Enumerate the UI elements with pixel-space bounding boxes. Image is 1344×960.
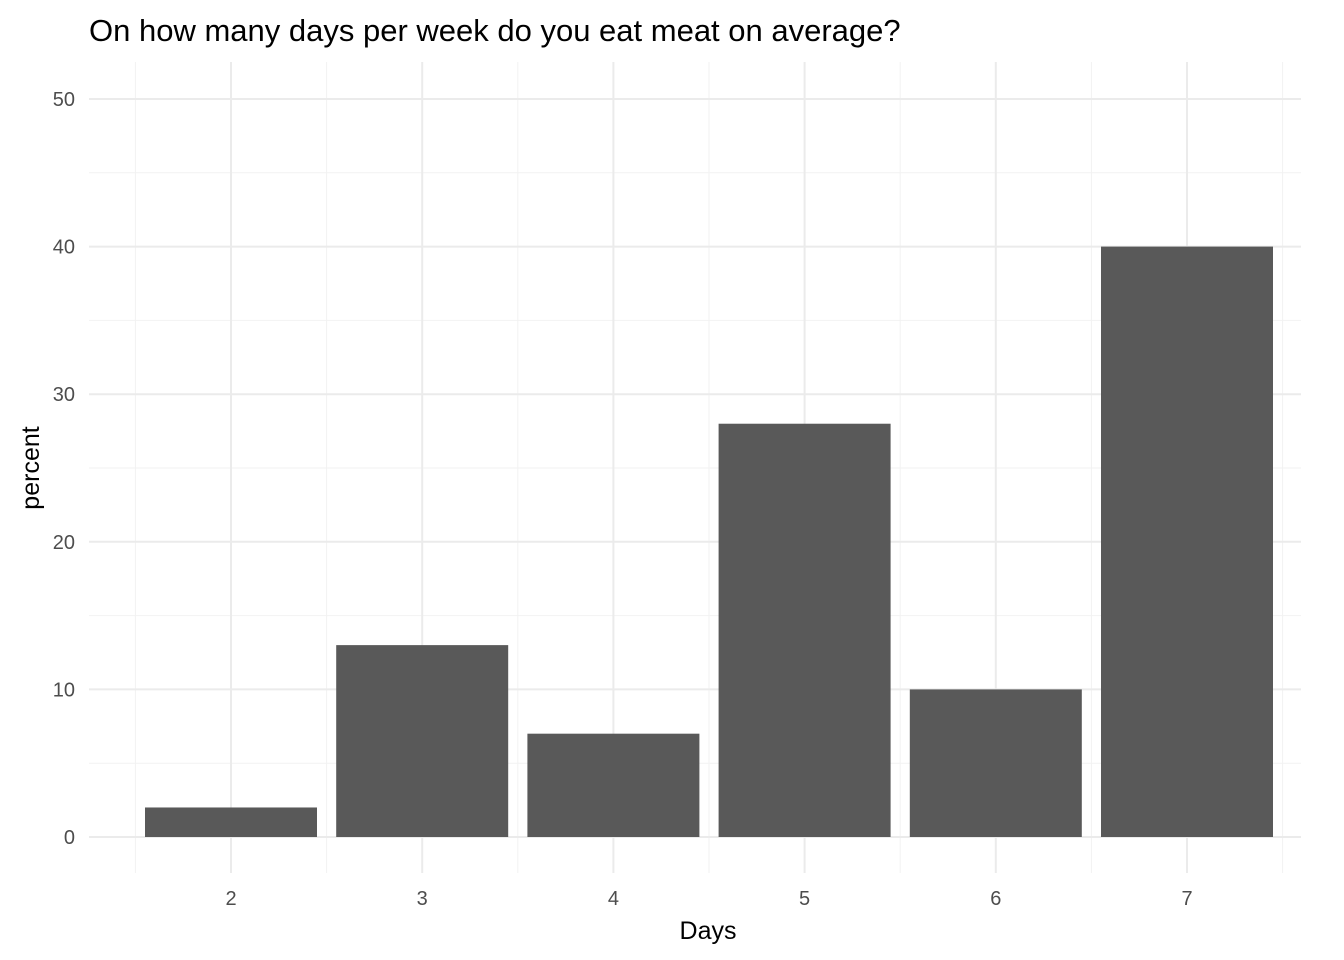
bar-6 — [909, 689, 1082, 837]
x-axis-ticks: 2 3 4 5 6 7 — [225, 888, 1192, 910]
y-axis-ticks: 0 10 20 30 40 50 — [53, 89, 75, 849]
x-tick-label: 7 — [1181, 888, 1192, 910]
y-tick-label: 20 — [53, 532, 75, 554]
y-axis-title: percent — [17, 426, 45, 509]
bar-3 — [336, 645, 509, 837]
chart-title: On how many days per week do you eat mea… — [89, 13, 901, 48]
y-tick-label: 30 — [53, 384, 75, 406]
x-tick-label: 2 — [225, 888, 236, 910]
y-tick-label: 50 — [53, 89, 75, 111]
x-tick-label: 5 — [799, 888, 810, 910]
x-tick-label: 3 — [417, 888, 428, 910]
bar-5 — [718, 423, 891, 837]
bar-4 — [527, 733, 700, 837]
x-tick-label: 6 — [990, 888, 1001, 910]
bar-2 — [145, 807, 317, 837]
y-tick-label: 10 — [53, 679, 75, 701]
y-tick-label: 0 — [64, 827, 75, 849]
bar-7 — [1101, 246, 1273, 838]
bars — [145, 246, 1273, 838]
y-tick-label: 40 — [53, 237, 75, 259]
x-axis-title: Days — [680, 917, 737, 945]
x-tick-label: 4 — [608, 888, 619, 910]
